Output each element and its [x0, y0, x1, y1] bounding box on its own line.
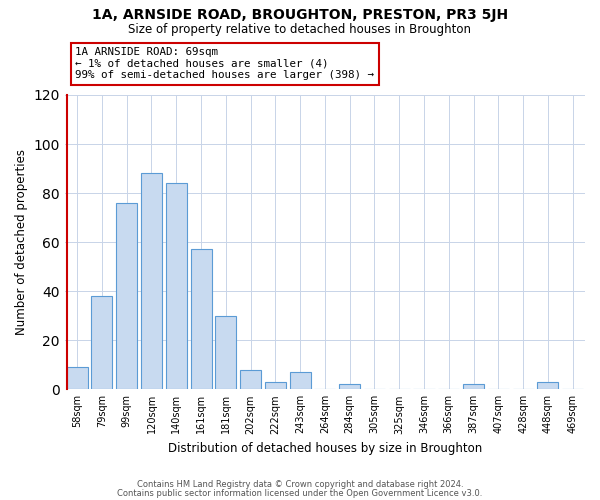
Bar — [191, 250, 212, 390]
Text: Contains public sector information licensed under the Open Government Licence v3: Contains public sector information licen… — [118, 488, 482, 498]
Text: 1A ARNSIDE ROAD: 69sqm
← 1% of detached houses are smaller (4)
99% of semi-detac: 1A ARNSIDE ROAD: 69sqm ← 1% of detached … — [75, 47, 374, 80]
X-axis label: Distribution of detached houses by size in Broughton: Distribution of detached houses by size … — [168, 442, 482, 455]
Bar — [141, 174, 162, 390]
Bar — [215, 316, 236, 390]
Bar — [538, 382, 559, 390]
Y-axis label: Number of detached properties: Number of detached properties — [15, 149, 28, 335]
Bar — [463, 384, 484, 390]
Text: 1A, ARNSIDE ROAD, BROUGHTON, PRESTON, PR3 5JH: 1A, ARNSIDE ROAD, BROUGHTON, PRESTON, PR… — [92, 8, 508, 22]
Bar — [116, 203, 137, 390]
Bar — [91, 296, 112, 390]
Bar — [166, 184, 187, 390]
Bar — [240, 370, 261, 390]
Bar — [339, 384, 360, 390]
Bar — [67, 367, 88, 390]
Bar — [265, 382, 286, 390]
Text: Contains HM Land Registry data © Crown copyright and database right 2024.: Contains HM Land Registry data © Crown c… — [137, 480, 463, 489]
Text: Size of property relative to detached houses in Broughton: Size of property relative to detached ho… — [128, 22, 472, 36]
Bar — [290, 372, 311, 390]
